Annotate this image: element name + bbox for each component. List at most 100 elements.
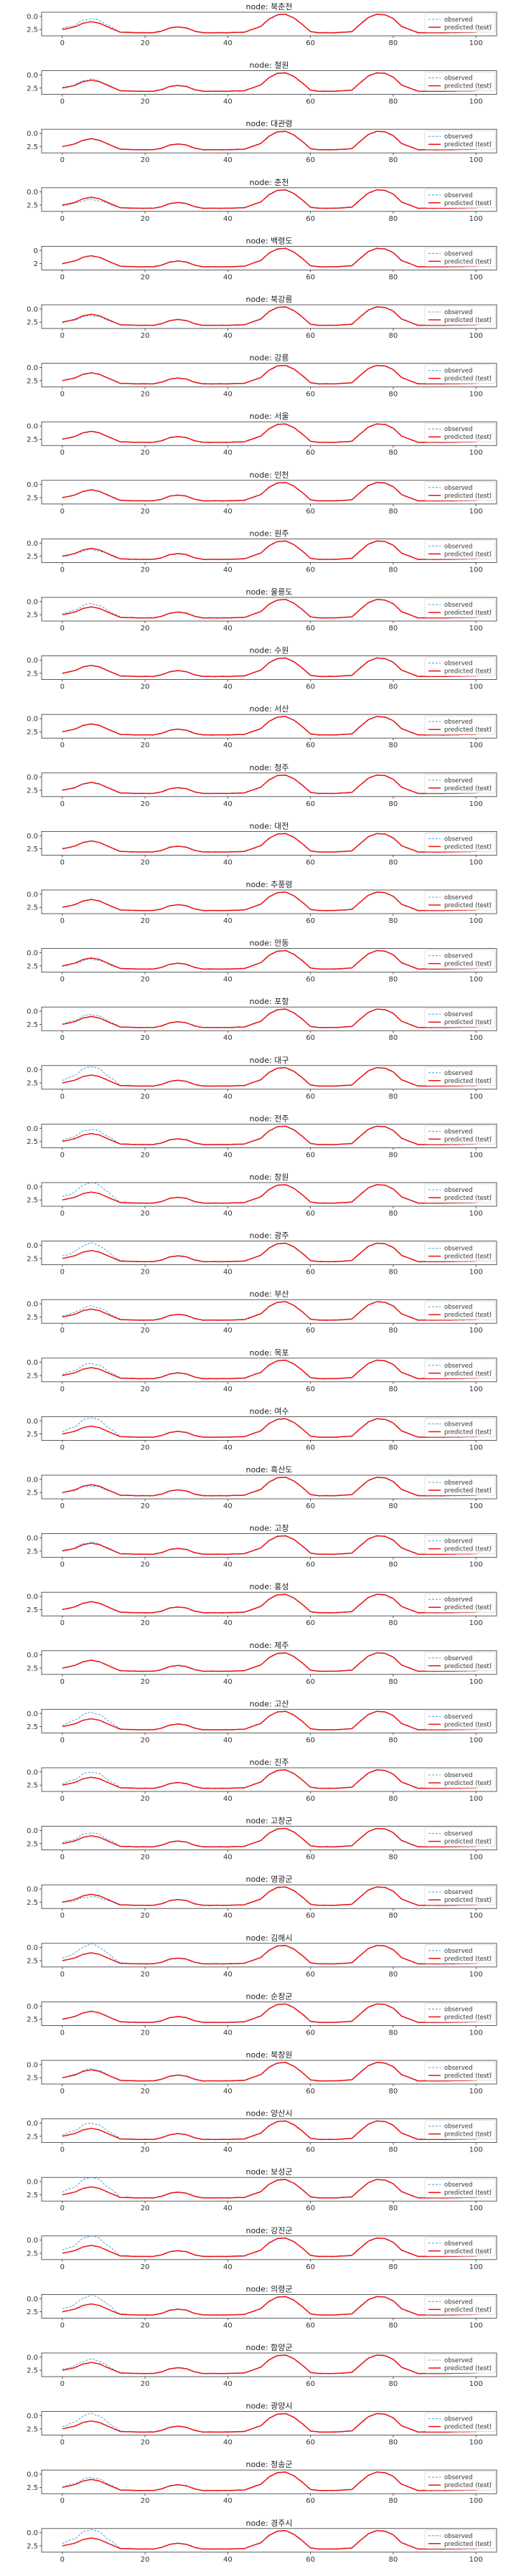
x-tick-label: 0 [60, 2497, 65, 2505]
x-tick-label: 0 [60, 1854, 65, 1862]
legend-box [424, 1652, 496, 1672]
plot-frame [41, 363, 497, 388]
legend-predicted-label: predicted (test) [444, 1956, 492, 1963]
x-tick-label: 60 [306, 2497, 315, 2505]
x-tick-label: 100 [469, 1619, 483, 1627]
x-tick-label: 0 [60, 1502, 65, 1510]
legend-box [424, 2354, 496, 2374]
x-tick-label: 40 [223, 1736, 233, 1744]
legend-observed-label: observed [444, 1070, 472, 1077]
y-tick-label: 0.0 [27, 1710, 38, 1718]
legend-observed-label: observed [444, 1421, 472, 1428]
y-tick-label: 2.5 [27, 27, 38, 34]
legend-observed-label: observed [444, 75, 472, 82]
legend-box [424, 364, 496, 384]
panel-title: node: 울릉도 [245, 587, 292, 597]
x-tick-label: 100 [469, 917, 483, 925]
x-tick-label: 40 [223, 1561, 233, 1569]
legend-box [424, 1008, 496, 1028]
panel-title: node: 강릉 [250, 354, 289, 363]
x-tick-label: 20 [141, 1678, 150, 1686]
x-tick-label: 20 [141, 2263, 150, 2271]
y-tick-label: 2.5 [27, 729, 38, 737]
x-tick-label: 60 [306, 917, 315, 925]
x-tick-label: 60 [306, 508, 315, 516]
y-tick-label: 2.5 [27, 2192, 38, 2199]
legend-predicted-label: predicted (test) [444, 551, 492, 558]
panel-title: node: 흑산도 [245, 1464, 292, 1474]
x-tick-label: 60 [306, 1386, 315, 1393]
predicted-series-line [62, 2003, 493, 2023]
legend-observed-label: observed [444, 1831, 472, 1838]
x-tick-label: 80 [389, 1678, 398, 1686]
x-tick-label: 60 [306, 742, 315, 749]
y-tick-label: 0.0 [27, 2412, 38, 2420]
panel-title: node: 추풍령 [245, 880, 292, 889]
predicted-series-line [62, 2062, 493, 2082]
legend-predicted-label: predicted (test) [444, 2482, 492, 2489]
x-tick-label: 60 [306, 1561, 315, 1569]
y-tick-label: 0.0 [27, 891, 38, 899]
panel: node: 강진군 2.5 0.0 0 20 40 60 80 100 observedpredi… [27, 2226, 497, 2271]
x-tick-label: 0 [60, 2088, 65, 2096]
x-tick-label: 80 [389, 2263, 398, 2271]
legend-observed-label: observed [444, 719, 472, 726]
panel: node: 함양군 2.5 0.0 0 20 40 60 80 100 observedpredi… [27, 2343, 497, 2388]
x-tick-label: 20 [141, 976, 150, 984]
x-tick-label: 40 [223, 1386, 233, 1393]
x-tick-label: 100 [469, 566, 483, 574]
legend-observed-label: observed [444, 2533, 472, 2540]
panel: node: 여수 2.5 0.0 0 20 40 60 80 100 observedpredic… [27, 1406, 497, 1452]
x-tick-label: 0 [60, 1795, 65, 1803]
legend-predicted-label: predicted (test) [444, 141, 492, 148]
y-tick-label: 0.0 [27, 2237, 38, 2245]
x-tick-label: 100 [469, 1386, 483, 1393]
x-tick-label: 20 [141, 566, 150, 574]
panel: node: 고산 2.5 0.0 0 20 40 60 80 100 observedpredic… [27, 1699, 497, 1744]
panel: node: 포항 2.5 0.0 0 20 40 60 80 100 observedpredic… [27, 997, 497, 1042]
legend-box [424, 1066, 496, 1086]
y-tick-label: 2.5 [27, 2425, 38, 2433]
panel-title: node: 보성군 [245, 2167, 292, 2177]
legend-observed-label: observed [444, 953, 472, 960]
x-tick-label: 80 [389, 2497, 398, 2505]
x-tick-label: 40 [223, 332, 233, 340]
y-tick-label: 2.5 [27, 1373, 38, 1381]
legend-predicted-label: predicted (test) [444, 2014, 492, 2021]
x-tick-label: 100 [469, 1736, 483, 1744]
legend-box [424, 247, 496, 267]
predicted-series-line [62, 306, 493, 326]
x-tick-label: 60 [306, 1912, 315, 1920]
y-tick-label: 0.0 [27, 2120, 38, 2128]
plot-frame [41, 1358, 497, 1383]
predicted-series-line [62, 189, 493, 209]
legend-observed-label: observed [444, 1538, 472, 1545]
legend-predicted-label: predicted (test) [444, 2073, 492, 2080]
x-tick-label: 100 [469, 2263, 483, 2271]
panel-title: node: 홍성 [250, 1581, 289, 1591]
x-tick-label: 100 [469, 98, 483, 106]
legend-predicted-label: predicted (test) [444, 1839, 492, 1846]
x-tick-label: 40 [223, 2205, 233, 2212]
legend-observed-label: observed [444, 2298, 472, 2306]
x-tick-label: 40 [223, 917, 233, 925]
x-tick-label: 60 [306, 625, 315, 633]
predicted-series-line [62, 1886, 493, 1906]
panel: node: 순창군 2.5 0.0 0 20 40 60 80 100 observedpredi… [27, 1992, 497, 2037]
y-tick-label: 2.5 [27, 904, 38, 912]
plot-frame [41, 2001, 497, 2026]
x-tick-label: 100 [469, 1327, 483, 1335]
legend-box [424, 598, 496, 618]
x-tick-label: 20 [141, 625, 150, 633]
x-tick-label: 80 [389, 2321, 398, 2329]
x-tick-label: 40 [223, 2497, 233, 2505]
panel-title: node: 창원 [250, 1173, 289, 1182]
plot-frame [41, 889, 497, 914]
plot-frame [41, 421, 497, 446]
legend-box [424, 1710, 496, 1730]
panel-title: node: 철원 [250, 61, 289, 70]
x-tick-label: 80 [389, 1444, 398, 1452]
x-tick-label: 100 [469, 1854, 483, 1862]
plot-frame [41, 2177, 497, 2202]
